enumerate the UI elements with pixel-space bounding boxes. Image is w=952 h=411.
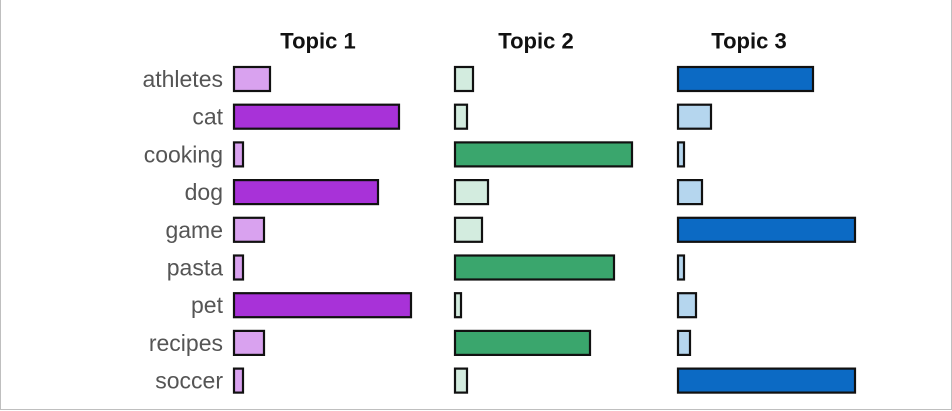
- category-label-pasta: pasta: [167, 255, 223, 281]
- category-label-soccer: soccer: [155, 368, 223, 394]
- category-label-cooking: cooking: [144, 141, 223, 167]
- bar-topic-3-recipes: [676, 329, 692, 356]
- bar-topic-3-pasta: [676, 254, 686, 281]
- bar-topic-1-athletes: [232, 65, 272, 93]
- bar-topic-3-pet: [676, 292, 698, 319]
- category-label-cat: cat: [192, 104, 223, 130]
- panel-title-topic-3: Topic 3: [711, 29, 786, 54]
- bar-topic-3-cooking: [676, 141, 686, 168]
- bar-topic-2-recipes: [453, 329, 592, 356]
- category-label-pet: pet: [191, 292, 224, 318]
- bar-topic-1-cat: [232, 103, 401, 130]
- bar-topic-3-cat: [676, 103, 713, 130]
- bar-topic-2-cat: [453, 103, 469, 130]
- bar-topic-1-pasta: [232, 254, 245, 281]
- category-label-dog: dog: [185, 179, 223, 205]
- bar-topic-2-pet: [453, 292, 463, 319]
- panel-title-topic-2: Topic 2: [498, 29, 573, 54]
- bar-topic-1-cooking: [232, 141, 245, 168]
- bar-topic-1-recipes: [232, 329, 266, 356]
- panel-title-topic-1: Topic 1: [280, 29, 355, 54]
- bar-topic-2-pasta: [453, 254, 616, 281]
- bars: [232, 65, 857, 394]
- bar-topic-1-soccer: [232, 367, 245, 394]
- bar-topic-3-dog: [676, 179, 704, 206]
- bar-topic-2-dog: [453, 179, 490, 206]
- bar-topic-2-cooking: [453, 141, 634, 168]
- bar-topic-2-athletes: [453, 65, 475, 93]
- bar-topic-2-soccer: [453, 367, 469, 394]
- bar-topic-1-pet: [232, 292, 413, 319]
- panel-titles: Topic 1 Topic 2 Topic 3: [280, 29, 786, 54]
- category-label-game: game: [165, 217, 223, 243]
- bar-topic-1-game: [232, 216, 266, 243]
- bar-topic-2-game: [453, 216, 484, 243]
- category-labels: athletes cat cooking dog game pasta pet recipes…: [142, 66, 223, 394]
- bar-topic-3-athletes: [676, 65, 815, 93]
- bar-topic-3-soccer: [676, 367, 857, 394]
- category-label-athletes: athletes: [142, 66, 223, 92]
- category-label-recipes: recipes: [149, 330, 223, 356]
- bar-topic-1-dog: [232, 179, 380, 206]
- bar-topic-3-game: [676, 216, 857, 243]
